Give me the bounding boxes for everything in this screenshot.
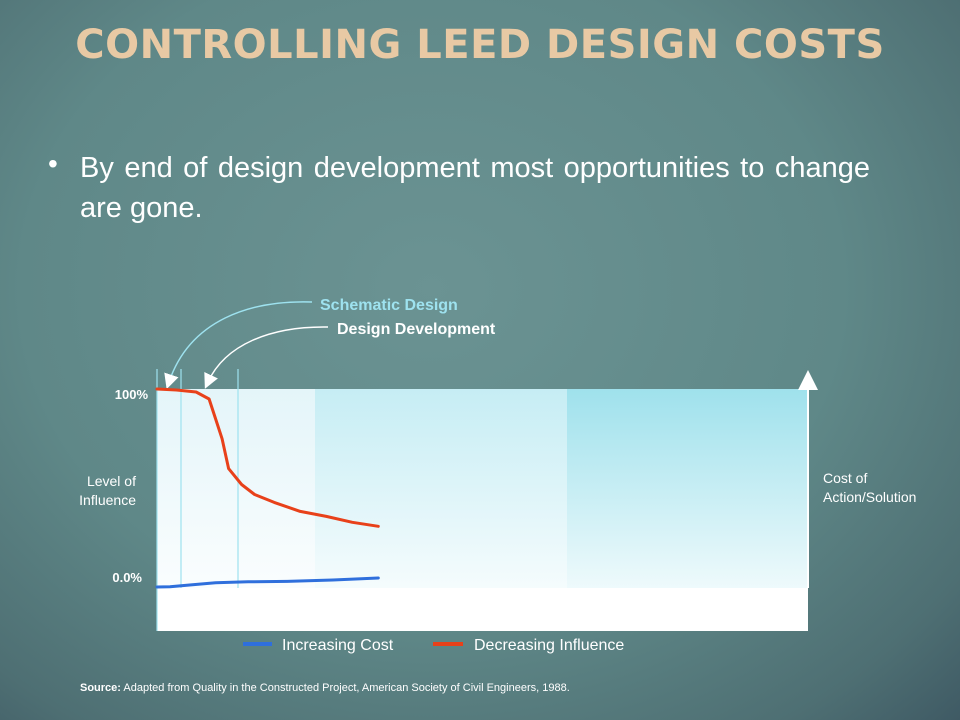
bullet-dot-icon: • [48, 148, 58, 179]
tick-label-100: 100% [115, 387, 149, 402]
source-text: Adapted from Quality in the Constructed … [123, 682, 570, 694]
annotation-arrow-development [204, 326, 329, 389]
annotation-arrow-schematic [164, 301, 313, 390]
series-line-increasing-cost [155, 576, 380, 589]
axis-label-line: Influence [79, 492, 136, 508]
source-label: Source: [80, 682, 121, 694]
legend-label-increasing-cost: Increasing Cost [282, 637, 394, 654]
annotation-schematic-design: Schematic Design [320, 297, 458, 314]
axis-label-line: Action/Solution [823, 489, 916, 505]
left-axis-label: Level of Influence [79, 473, 136, 508]
tick-label-0: 0.0% [112, 570, 142, 585]
annotation-design-development: Design Development [337, 321, 496, 338]
axis-label-line: Level of [87, 473, 136, 489]
source-citation: Source: Adapted from Quality in the Cons… [80, 682, 570, 694]
series-line-decreasing-influence [155, 387, 380, 528]
bullet-text: By end of design development most opport… [80, 152, 870, 224]
legend-label-decreasing-influence: Decreasing Influence [474, 637, 624, 654]
slide-title: CONTROLLING LEED DESIGN COSTS [75, 22, 885, 68]
right-axis-label: Cost of Action/Solution [823, 470, 916, 505]
plot-bottom-band [157, 588, 808, 631]
axis-label-line: Cost of [823, 470, 867, 486]
